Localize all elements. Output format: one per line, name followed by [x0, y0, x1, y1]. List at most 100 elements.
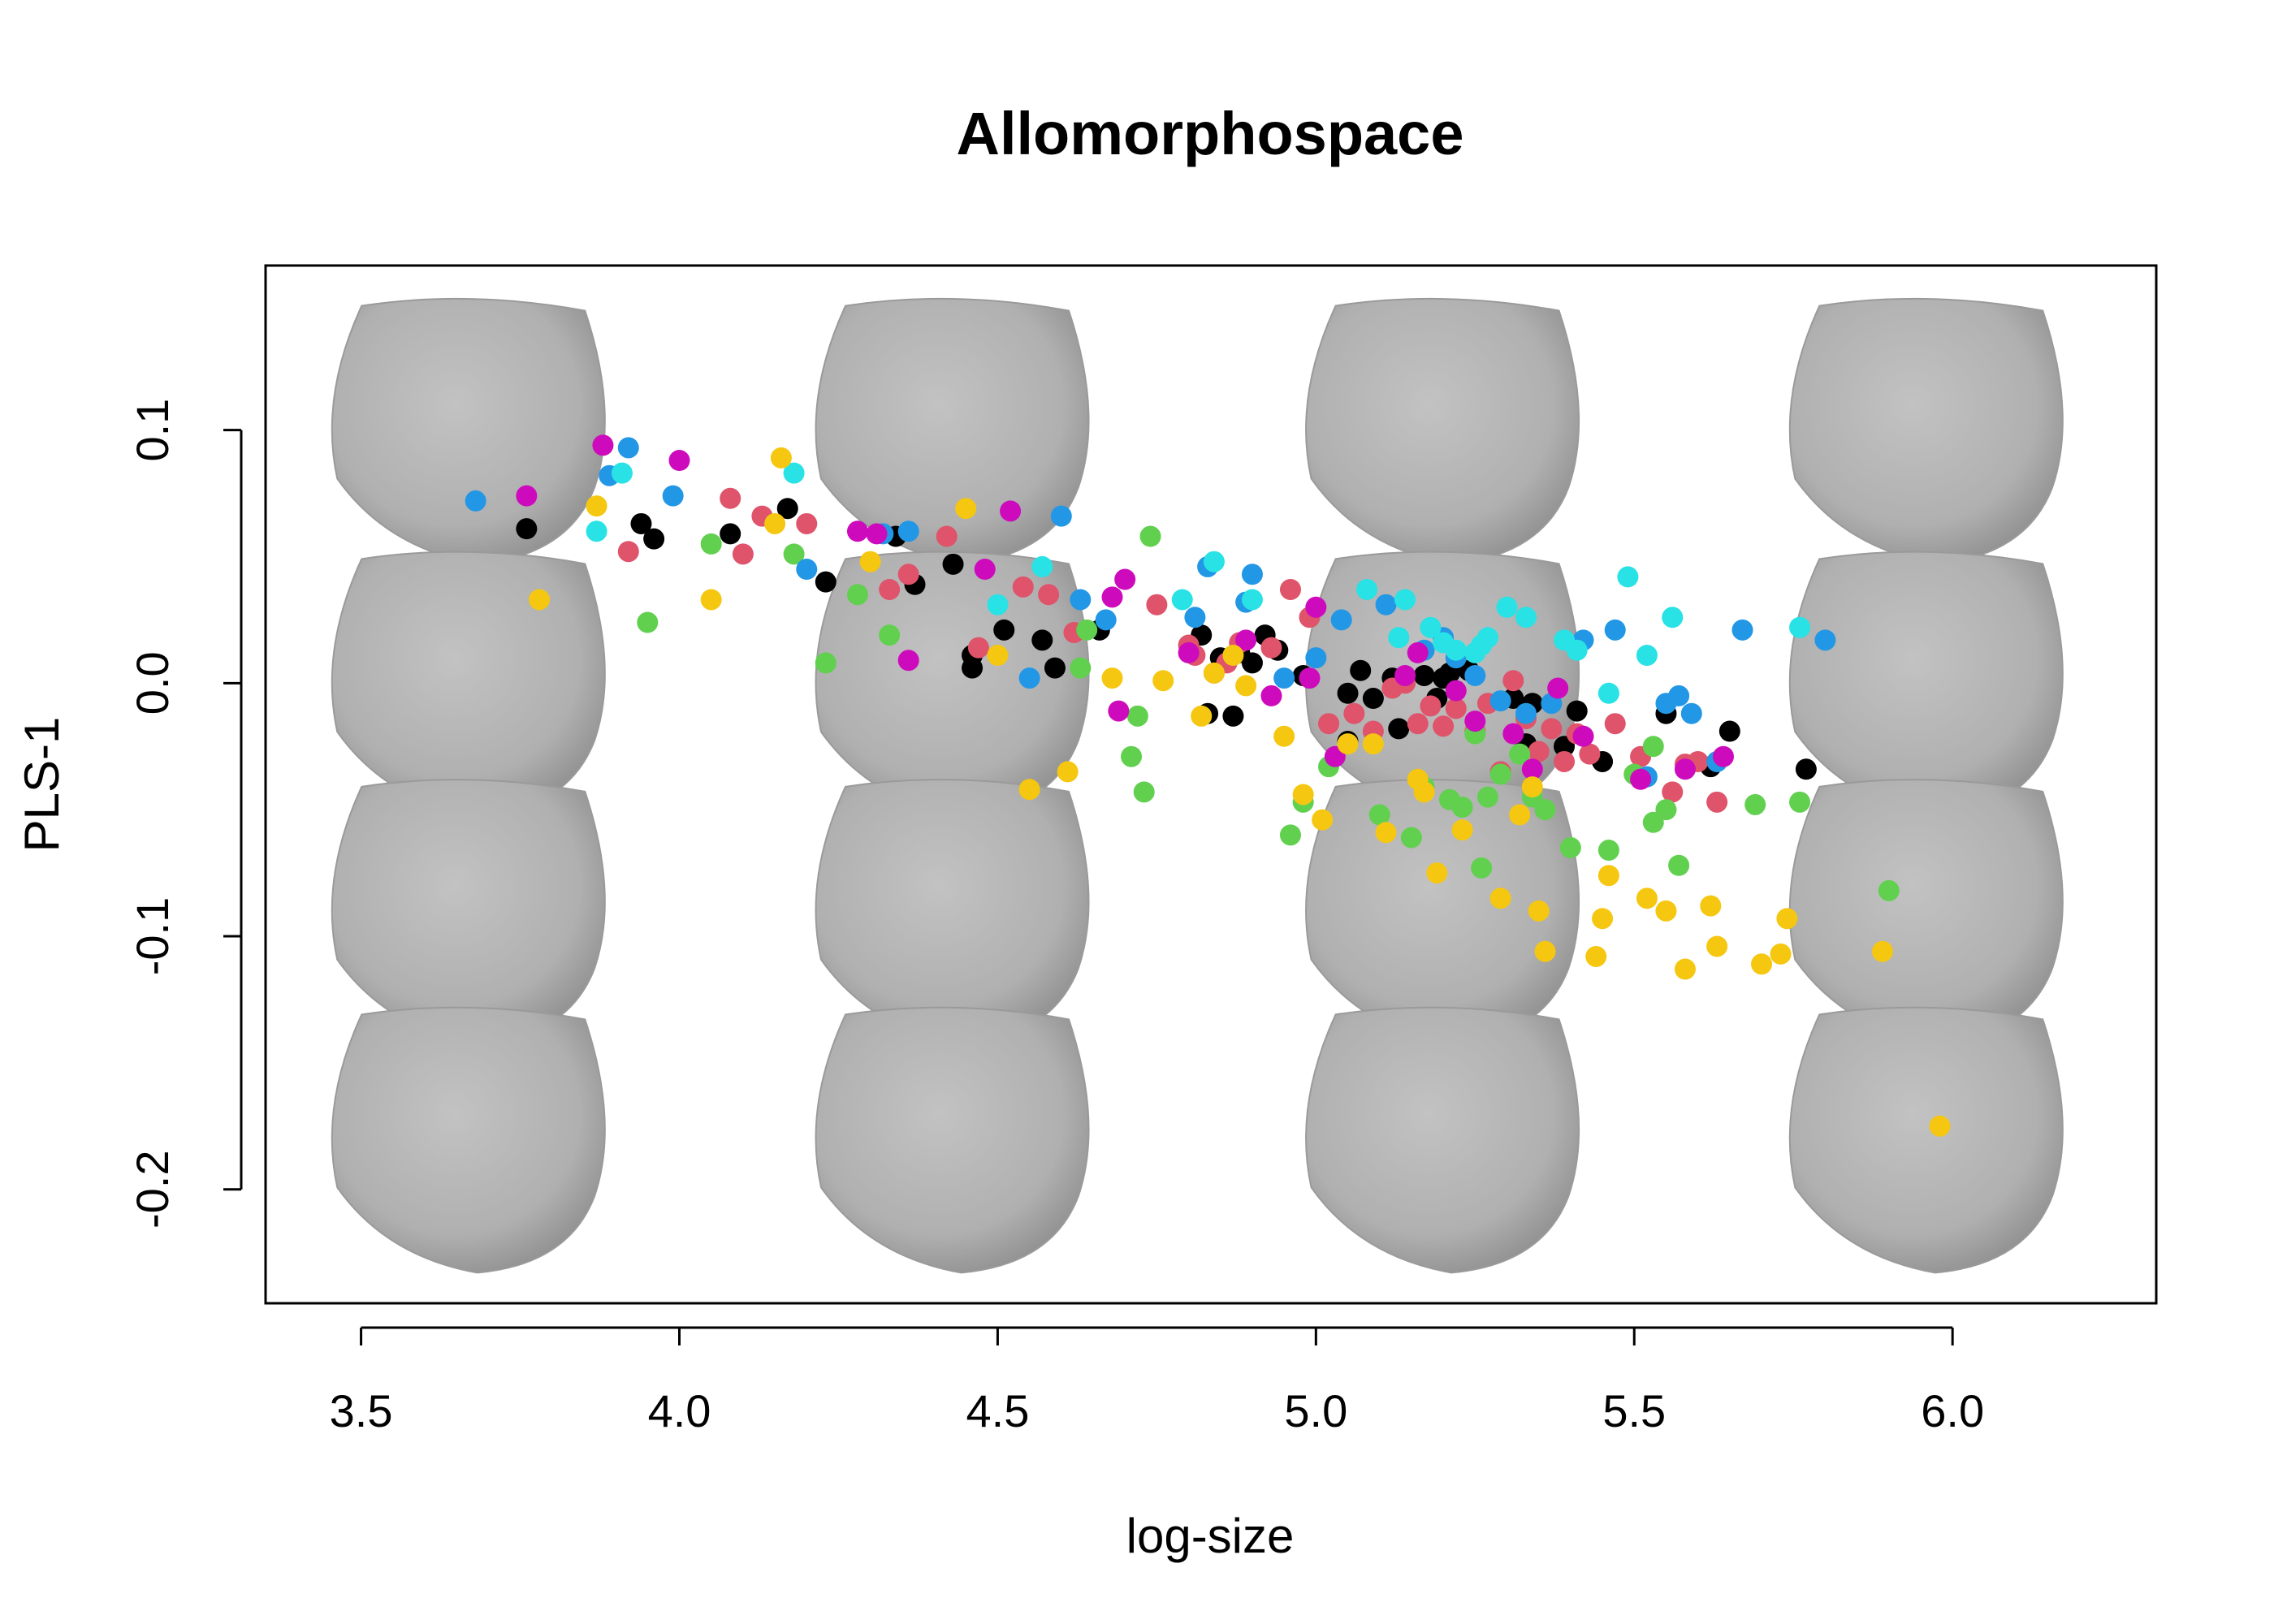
data-point-s6-31 [1597, 865, 1619, 887]
data-point-s2-16 [1400, 827, 1422, 849]
data-point-s5-25 [1674, 758, 1696, 780]
data-point-s0-12 [1031, 629, 1053, 651]
data-point-s4-9 [1394, 589, 1416, 611]
data-point-s4-2 [783, 462, 805, 484]
data-point-s6-23 [1426, 862, 1448, 884]
data-point-s2-22 [1489, 763, 1511, 785]
data-point-s6-43 [1413, 781, 1435, 803]
data-point-s6-12 [1191, 705, 1213, 727]
data-point-s0-26 [1388, 718, 1410, 740]
data-point-s1-6 [897, 564, 919, 585]
data-point-s0-0 [516, 518, 538, 540]
data-point-s1-4 [796, 512, 818, 534]
data-point-s5-4 [866, 523, 888, 545]
data-point-s1-10 [1038, 584, 1060, 606]
data-point-s5-18 [1445, 680, 1467, 702]
data-point-s3-23 [1489, 690, 1511, 712]
data-point-s3-15 [1273, 667, 1295, 689]
data-point-s1-12 [1146, 594, 1168, 615]
tooth-shape-2-1 [815, 779, 1090, 1046]
data-point-s3-24 [1515, 702, 1537, 724]
data-point-s1-45 [1407, 713, 1429, 735]
data-point-s6-6 [955, 498, 977, 520]
data-point-s3-7 [1018, 667, 1040, 689]
data-point-s1-26 [1420, 695, 1442, 717]
data-point-s4-6 [1203, 551, 1225, 572]
data-point-s6-40 [1776, 908, 1798, 930]
data-point-s5-16 [1394, 664, 1416, 686]
data-point-s5-13 [1260, 685, 1282, 706]
data-point-s5-12 [1235, 629, 1257, 651]
data-point-s6-21 [1375, 822, 1397, 844]
x-tick-label: 4.5 [966, 1385, 1029, 1436]
data-point-s6-32 [1592, 908, 1614, 930]
data-point-s3-4 [796, 559, 818, 581]
data-point-s5-10 [1114, 568, 1136, 590]
tooth-shape-2-0 [331, 779, 606, 1046]
data-point-s1-0 [617, 541, 639, 563]
data-point-s3-9 [1070, 589, 1092, 611]
data-point-s4-22 [1662, 607, 1684, 628]
data-point-s3-2 [617, 437, 639, 459]
data-point-s6-10 [1101, 667, 1123, 689]
data-point-s1-19 [1279, 578, 1301, 600]
data-point-s2-34 [1789, 791, 1811, 813]
data-point-s3-27 [1604, 619, 1626, 641]
x-tick-label: 6.0 [1921, 1385, 1984, 1436]
data-point-s4-16 [1515, 607, 1537, 628]
data-point-s6-9 [1057, 761, 1079, 783]
data-point-s0-25 [1362, 688, 1384, 710]
data-point-s2-1 [700, 533, 722, 555]
data-point-s0-27 [1413, 664, 1435, 686]
data-point-s5-27 [1305, 596, 1327, 618]
data-point-s0-18 [1222, 705, 1244, 727]
data-point-s0-5 [815, 571, 837, 593]
data-point-s1-1 [720, 487, 741, 509]
data-point-s6-8 [1018, 779, 1040, 801]
data-point-s1-43 [1706, 791, 1728, 813]
data-point-s3-14 [1241, 564, 1263, 585]
data-point-s2-0 [637, 611, 659, 633]
data-point-s1-7 [936, 525, 958, 547]
data-point-s1-18 [1260, 637, 1282, 659]
data-point-s2-15 [1368, 804, 1390, 826]
data-point-s0-41 [1795, 758, 1817, 780]
data-point-s1-22 [1343, 702, 1365, 724]
data-point-s2-9 [1126, 705, 1148, 727]
data-point-s4-1 [611, 462, 633, 484]
data-point-s6-7 [987, 645, 1009, 667]
background-shape-layer [331, 297, 2064, 1274]
y-tick-label: 0.0 [127, 651, 178, 715]
tooth-shape-0-3 [1788, 297, 2064, 565]
data-point-s6-14 [1222, 645, 1244, 667]
data-point-s5-14 [1299, 667, 1321, 689]
data-point-s2-26 [1559, 836, 1581, 858]
data-point-s3-3 [662, 485, 684, 507]
tooth-shape-0-0 [331, 297, 606, 565]
plot-frame [264, 264, 2158, 1305]
data-point-s4-24 [1388, 627, 1410, 649]
data-point-s2-27 [1597, 840, 1619, 862]
data-point-s5-9 [1108, 700, 1130, 722]
data-point-s1-8 [967, 637, 989, 659]
data-point-s2-20 [1471, 857, 1493, 879]
data-point-s4-8 [1356, 578, 1378, 600]
data-point-s0-13 [1044, 657, 1066, 679]
data-point-s6-1 [586, 495, 607, 517]
data-point-s6-38 [1751, 953, 1773, 975]
tooth-shape-2-3 [1788, 779, 2064, 1046]
data-point-s3-11 [1184, 607, 1206, 628]
data-point-s6-15 [1235, 675, 1257, 697]
tooth-shape-3-3 [1788, 1006, 2064, 1274]
data-point-s3-0 [465, 490, 486, 512]
data-point-s5-0 [516, 485, 538, 507]
data-point-s5-22 [1547, 677, 1569, 699]
data-point-s6-26 [1509, 804, 1531, 826]
data-point-s3-18 [1375, 594, 1397, 615]
data-point-s1-34 [1541, 718, 1563, 740]
data-point-s1-37 [1579, 743, 1601, 765]
data-point-s6-13 [1203, 662, 1225, 684]
y-tick-label: 0.1 [127, 399, 178, 462]
data-point-s4-7 [1241, 589, 1263, 611]
data-point-s2-32 [1642, 736, 1664, 758]
